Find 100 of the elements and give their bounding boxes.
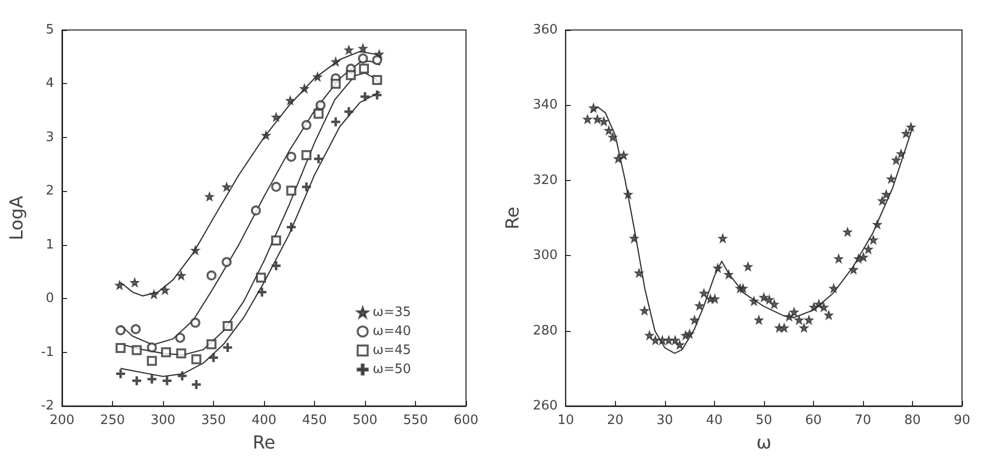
x-tick-label: 250	[100, 413, 125, 428]
x-tick-label: 350	[201, 413, 226, 428]
y-tick-label: 320	[532, 172, 558, 188]
point	[162, 376, 172, 386]
point	[316, 100, 326, 110]
legend-label: ω=35	[372, 305, 412, 320]
y-tick-label: 280	[532, 323, 558, 338]
x-tick-label: 200	[50, 413, 74, 428]
point	[314, 108, 324, 119]
point	[372, 90, 382, 100]
point	[222, 182, 232, 192]
point	[286, 152, 296, 162]
point	[286, 96, 295, 105]
point	[272, 112, 281, 122]
y-tick-label: 2	[46, 184, 54, 199]
x-tick-label: 90	[954, 413, 970, 428]
point	[372, 55, 382, 66]
point	[190, 318, 200, 328]
point	[286, 186, 296, 196]
x-tick-label: 20	[606, 413, 624, 428]
legend-label: ω=50	[372, 362, 412, 377]
point	[209, 353, 218, 362]
x-axis-title: ω	[756, 432, 772, 454]
point	[206, 270, 216, 280]
point	[132, 376, 142, 386]
point	[192, 380, 201, 390]
point	[206, 339, 216, 350]
y-tick-label: 3	[46, 130, 54, 145]
point	[178, 371, 187, 380]
y-tick-label: 260	[532, 398, 558, 414]
point	[116, 325, 126, 336]
point	[344, 45, 354, 54]
y-tick-label: 4	[46, 76, 54, 92]
x-tick-label: 400	[252, 413, 276, 428]
point	[372, 74, 382, 85]
point	[272, 261, 281, 270]
point	[161, 347, 172, 358]
point	[302, 182, 311, 192]
x-axis-title: Re	[252, 432, 276, 454]
point	[116, 342, 126, 353]
point	[146, 356, 157, 366]
point	[344, 107, 354, 116]
point	[190, 246, 200, 255]
x-tick-label: 500	[352, 413, 378, 428]
y-axis-title: LogA	[6, 195, 28, 240]
y-tick-label: 5	[46, 22, 54, 38]
point	[358, 44, 368, 53]
point	[204, 192, 214, 202]
legend-label: ω=45	[372, 343, 412, 358]
point	[176, 348, 186, 358]
point	[149, 290, 158, 299]
y-tick-label: 340	[532, 98, 558, 113]
point	[191, 354, 202, 364]
point	[286, 222, 296, 232]
x-tick-label: 60	[805, 413, 822, 428]
x-tick-label: 80	[904, 413, 921, 428]
point	[146, 342, 157, 352]
point	[130, 278, 140, 287]
point	[115, 280, 124, 290]
point	[358, 53, 368, 64]
point	[271, 182, 282, 192]
y-tick-label: -2	[41, 398, 54, 414]
point	[331, 57, 340, 66]
point	[132, 345, 142, 356]
point	[257, 288, 266, 297]
point	[330, 78, 341, 89]
point	[346, 70, 356, 80]
x-tick-label: 30	[656, 413, 674, 428]
point	[313, 72, 322, 82]
x-tick-label: 600	[454, 413, 478, 428]
point	[160, 285, 170, 294]
point	[222, 257, 232, 268]
y-tick-label: 0	[46, 291, 54, 306]
y-tick-label: 360	[532, 22, 558, 38]
point	[116, 369, 126, 378]
legend-label: ω=40	[372, 324, 412, 339]
point	[130, 324, 141, 334]
point	[301, 120, 312, 130]
x-tick-label: 10	[557, 413, 574, 428]
x-tick-label: 300	[150, 413, 176, 428]
point	[271, 236, 282, 246]
point	[250, 205, 261, 216]
x-tick-label: 550	[403, 413, 428, 428]
x-tick-label: 40	[706, 413, 723, 428]
point	[300, 84, 309, 94]
y-tick-label: 300	[532, 248, 558, 264]
point	[147, 374, 156, 384]
point	[301, 150, 312, 160]
point	[175, 332, 186, 343]
x-tick-label: 450	[302, 413, 327, 428]
point	[262, 130, 271, 140]
point	[176, 270, 186, 280]
point	[360, 92, 370, 102]
point	[222, 320, 233, 331]
point	[223, 342, 232, 352]
point	[331, 117, 340, 126]
x-tick-label: 50	[756, 413, 772, 428]
point	[256, 272, 266, 283]
y-tick-label: -1	[41, 344, 54, 360]
x-tick-label: 70	[854, 413, 872, 428]
